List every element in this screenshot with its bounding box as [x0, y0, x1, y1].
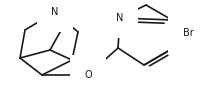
Text: Br: Br: [183, 28, 194, 38]
Text: N: N: [51, 7, 59, 17]
Text: N: N: [116, 13, 124, 23]
Text: O: O: [84, 70, 92, 80]
